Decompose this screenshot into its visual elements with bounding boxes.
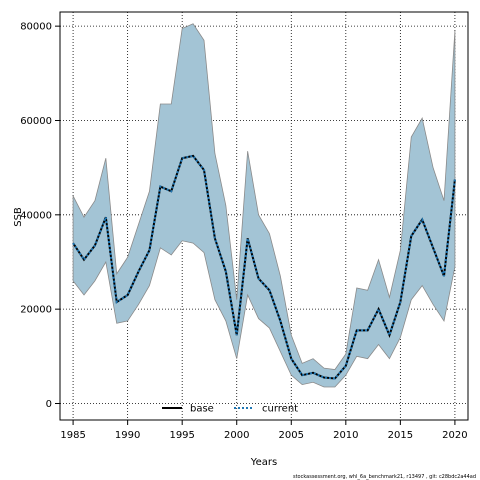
- y-axis: 0 20000 40000 60000 80000: [20, 22, 60, 410]
- x-tick-label: 1995: [169, 430, 194, 441]
- footer-note: stockassessment.org, whl_6a_benchmark21,…: [293, 474, 476, 480]
- y-tick-label: 80000: [20, 22, 52, 33]
- x-tick-label: 2000: [224, 430, 249, 441]
- y-tick-label: 20000: [20, 305, 52, 316]
- x-axis: 1985 1990 1995 2000 2005 2010 2015 2020: [60, 420, 468, 441]
- x-axis-title: Years: [250, 457, 277, 468]
- series-line-current: [72, 154, 456, 380]
- x-tick-label: 1985: [60, 430, 85, 441]
- confidence-band: [72, 23, 456, 388]
- series-lines: [72, 154, 456, 380]
- x-tick-label: 2015: [388, 430, 413, 441]
- ci-band: [72, 23, 456, 388]
- plot-frame: [59, 11, 469, 421]
- x-tick-label: 2010: [333, 430, 358, 441]
- x-tick-label: 2005: [279, 430, 304, 441]
- y-tick-label: 40000: [20, 210, 52, 221]
- legend-label-current: current: [262, 404, 298, 415]
- y-axis-title: SSB: [13, 207, 24, 227]
- y-tick-label: 0: [46, 399, 52, 410]
- legend-label-base: base: [190, 404, 214, 415]
- legend: base current: [162, 404, 298, 415]
- x-tick-label: 1990: [115, 430, 140, 441]
- y-tick-label: 60000: [20, 116, 52, 127]
- x-tick-label: 2020: [442, 430, 467, 441]
